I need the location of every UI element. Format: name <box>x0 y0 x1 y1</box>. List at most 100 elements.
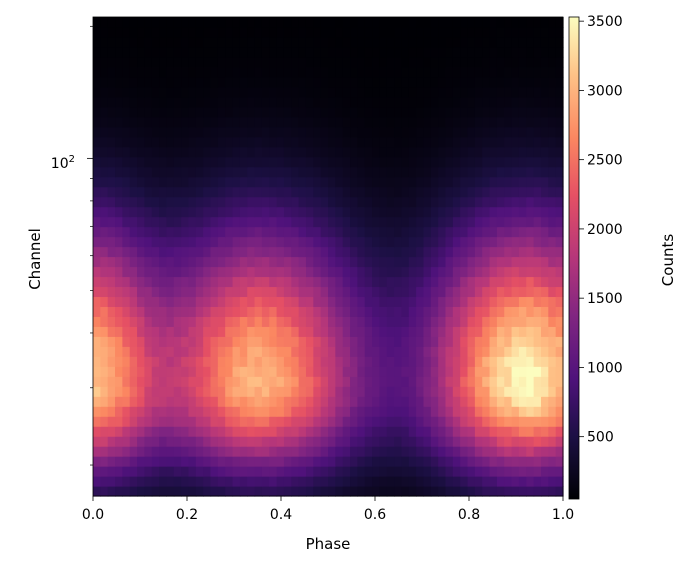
heatmap-cell <box>261 376 270 387</box>
heatmap-cell <box>416 156 425 168</box>
heatmap-cell <box>379 176 388 188</box>
heatmap-cell <box>540 426 549 437</box>
heatmap-cell <box>320 336 329 347</box>
heatmap-cell <box>474 26 483 38</box>
heatmap-cell <box>107 216 116 228</box>
heatmap-cell <box>430 356 439 367</box>
heatmap-cell <box>115 206 123 218</box>
heatmap-cell <box>540 136 549 148</box>
heatmap-cell <box>195 206 204 218</box>
heatmap-cell <box>276 306 285 317</box>
heatmap-cell <box>504 196 513 208</box>
heatmap-cell <box>107 106 116 118</box>
heatmap-cell <box>261 306 270 317</box>
heatmap-cell <box>386 276 395 288</box>
heatmap-cell <box>555 366 564 377</box>
heatmap-cell <box>144 176 153 188</box>
heatmap-cell <box>283 26 292 38</box>
heatmap-cell <box>188 386 197 397</box>
heatmap-cell <box>269 356 278 367</box>
heatmap-cell <box>159 36 168 48</box>
heatmap-cell <box>305 486 314 497</box>
heatmap-cell <box>430 426 439 437</box>
heatmap-cell <box>430 56 439 68</box>
heatmap-cell <box>283 186 292 198</box>
heatmap-cell <box>173 166 182 178</box>
heatmap-cell <box>328 116 336 128</box>
heatmap-cell <box>438 326 447 337</box>
heatmap-cell <box>423 26 432 38</box>
heatmap-cell <box>210 476 219 487</box>
heatmap-cell <box>305 126 314 138</box>
heatmap-cell <box>357 116 366 128</box>
heatmap-cell <box>115 326 123 337</box>
heatmap-cell <box>445 166 454 178</box>
heatmap-cell <box>159 226 168 238</box>
heatmap-cell <box>305 206 314 218</box>
heatmap-cell <box>144 446 153 457</box>
heatmap-cell <box>313 146 322 158</box>
heatmap-cell <box>203 296 212 307</box>
heatmap-cell <box>526 486 535 497</box>
heatmap-cell <box>313 356 322 367</box>
heatmap-cell <box>372 416 380 427</box>
heatmap-cell <box>269 86 278 98</box>
heatmap-cell <box>129 106 138 118</box>
heatmap-cell <box>467 376 476 387</box>
heatmap-cell <box>489 316 498 327</box>
heatmap-cell <box>372 56 380 68</box>
heatmap-cell <box>496 56 505 68</box>
heatmap-cell <box>496 296 505 307</box>
heatmap-cell <box>144 456 153 467</box>
heatmap-cell <box>350 66 358 78</box>
heatmap-cell <box>225 256 234 268</box>
heatmap-cell <box>423 176 432 188</box>
heatmap-cell <box>232 396 241 407</box>
heatmap-cell <box>504 356 513 367</box>
heatmap-cell <box>328 256 336 268</box>
heatmap-cell <box>401 146 410 158</box>
heatmap-cell <box>173 246 182 258</box>
heatmap-cell <box>511 236 520 248</box>
heatmap-cell <box>423 76 432 88</box>
heatmap-cell <box>188 56 197 68</box>
heatmap-cell <box>511 96 520 108</box>
heatmap-cell <box>122 216 131 228</box>
heatmap-cell <box>364 466 373 477</box>
heatmap-cell <box>254 426 263 437</box>
x-axis-label: Phase <box>306 535 351 553</box>
heatmap-cell <box>151 146 160 158</box>
heatmap-cell <box>232 366 241 377</box>
heatmap-cell <box>107 136 116 148</box>
heatmap-cell <box>166 256 175 268</box>
heatmap-cell <box>489 46 498 58</box>
heatmap-cell <box>474 116 483 128</box>
heatmap-cell <box>555 46 564 58</box>
heatmap-cell <box>203 436 212 447</box>
heatmap-cell <box>137 336 145 347</box>
heatmap-cell <box>548 396 557 407</box>
heatmap-cell <box>261 486 270 497</box>
heatmap-cell <box>210 306 219 317</box>
heatmap-cell <box>137 486 145 497</box>
heatmap-cell <box>401 446 410 457</box>
heatmap-cell <box>159 416 168 427</box>
heatmap-cell <box>122 356 131 367</box>
heatmap-cell <box>394 76 403 88</box>
heatmap-cell <box>151 326 160 337</box>
heatmap-cell <box>350 316 358 327</box>
heatmap-cell <box>217 376 226 387</box>
heatmap-cell <box>159 486 168 497</box>
heatmap-cell <box>386 236 395 248</box>
heatmap-cell <box>217 426 226 437</box>
heatmap-cell <box>526 316 535 327</box>
heatmap-cell <box>372 276 380 288</box>
heatmap-cell <box>283 486 292 497</box>
heatmap-cell <box>533 336 542 347</box>
heatmap-cell <box>438 476 447 487</box>
heatmap-cell <box>416 146 425 158</box>
heatmap-cell <box>540 436 549 447</box>
heatmap-cell <box>283 256 292 268</box>
heatmap-cell <box>276 126 285 138</box>
heatmap-cell <box>526 106 535 118</box>
